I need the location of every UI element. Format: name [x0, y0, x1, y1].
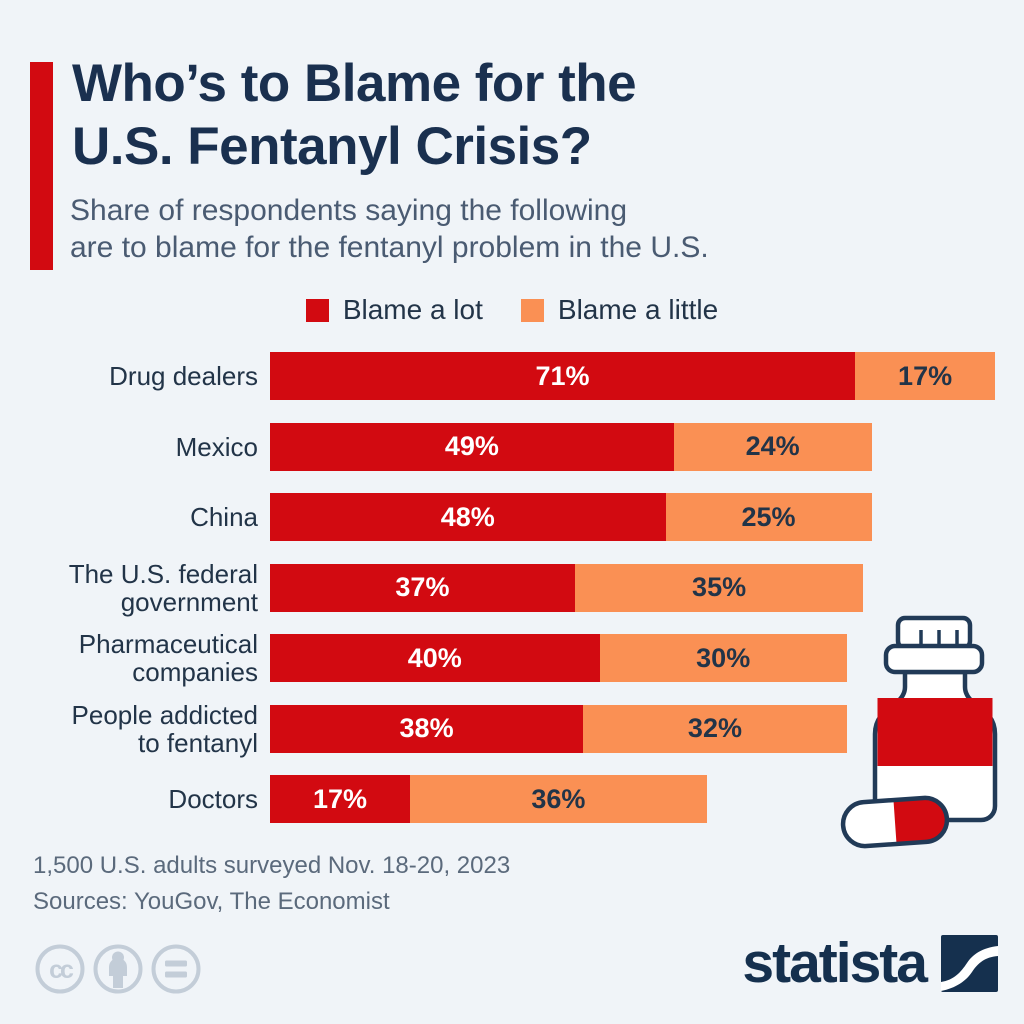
chart-legend: Blame a lot Blame a little: [0, 294, 1024, 326]
bar-segment-blame-a-lot: 40%: [270, 634, 600, 682]
category-label: People addicted to fentanyl: [71, 699, 258, 758]
chart-row: Mexico 49% 24%: [0, 422, 1024, 471]
bottle-cap: [895, 615, 973, 651]
chart-row: People addicted to fentanyl 38% 32%: [0, 699, 1024, 758]
bar-segment-blame-a-little: 35%: [574, 563, 864, 612]
bar-segment-blame-a-little: 36%: [410, 775, 707, 823]
bar-segment-blame-a-lot: 37%: [270, 563, 575, 612]
category-label: Pharmaceutical companies: [78, 629, 258, 687]
page-title-line-2: U.S. Fentanyl Crisis?: [72, 117, 592, 176]
survey-note: 1,500 U.S. adults surveyed Nov. 18-20, 2…: [33, 852, 511, 879]
page-subtitle: Share of respondents saying the followin…: [70, 192, 709, 266]
legend-label: Blame a lot: [342, 294, 483, 325]
legend-swatch-orange: [520, 298, 544, 322]
bar-segment-blame-a-little: 25%: [665, 493, 872, 541]
legend-item-blame-a-lot: Blame a lot: [305, 294, 483, 326]
legend-swatch-red: [305, 298, 329, 322]
bar-segment-blame-a-lot: 48%: [270, 493, 666, 541]
chart-row: The U.S. federal government 37% 35%: [0, 558, 1024, 617]
cc-icon: cc: [35, 944, 85, 994]
bar-segment-blame-a-little: 17%: [855, 352, 996, 400]
equals-no-derivatives-icon: [151, 944, 201, 994]
bar-segment-blame-a-lot: 49%: [270, 422, 674, 471]
chart-row: Pharmaceutical companies 40% 30%: [0, 629, 1024, 687]
legend-item-blame-a-little: Blame a little: [520, 294, 719, 326]
statista-brand: statista: [742, 930, 998, 996]
category-label: Doctors: [168, 784, 258, 814]
page-title: Who’s to Blame for the U.S. Fentanyl Cri…: [72, 52, 637, 178]
sources-note: Sources: YouGov, The Economist: [33, 888, 390, 915]
license-icons: cc: [35, 944, 201, 994]
chart-row: Drug dealers 71% 17%: [0, 352, 1024, 400]
chart-row: China 48% 25%: [0, 493, 1024, 541]
bar-segment-blame-a-little: 32%: [583, 704, 847, 753]
bar-segment-blame-a-little: 30%: [599, 634, 847, 682]
page-title-line-1: Who’s to Blame for the: [72, 54, 637, 113]
pill-bottle-icon: [840, 615, 998, 849]
bar-segment-blame-a-little: 24%: [673, 422, 872, 471]
category-label: Mexico: [175, 431, 258, 462]
capsule-pill-icon: [840, 795, 950, 849]
bottle-neck: [883, 643, 985, 675]
chart-row: Doctors 17% 36%: [0, 775, 1024, 823]
category-label: China: [190, 502, 258, 532]
svg-text:cc: cc: [49, 956, 74, 984]
bottle-label-band: [877, 698, 993, 766]
bar-segment-blame-a-lot: 38%: [270, 704, 584, 753]
category-label: The U.S. federal government: [68, 558, 258, 617]
legend-label: Blame a little: [557, 294, 719, 325]
statista-logo-icon: [941, 934, 998, 992]
page-subtitle-line-2: are to blame for the fentanyl problem in…: [70, 231, 709, 264]
statista-wordmark: statista: [742, 931, 928, 995]
bar-segment-blame-a-lot: 17%: [270, 775, 411, 823]
category-label: Drug dealers: [109, 361, 258, 391]
page-subtitle-line-1: Share of respondents saying the followin…: [70, 194, 628, 227]
attribution-person-icon: [93, 944, 143, 994]
bar-segment-blame-a-lot: 71%: [270, 352, 856, 400]
title-accent-bar: [30, 62, 53, 270]
